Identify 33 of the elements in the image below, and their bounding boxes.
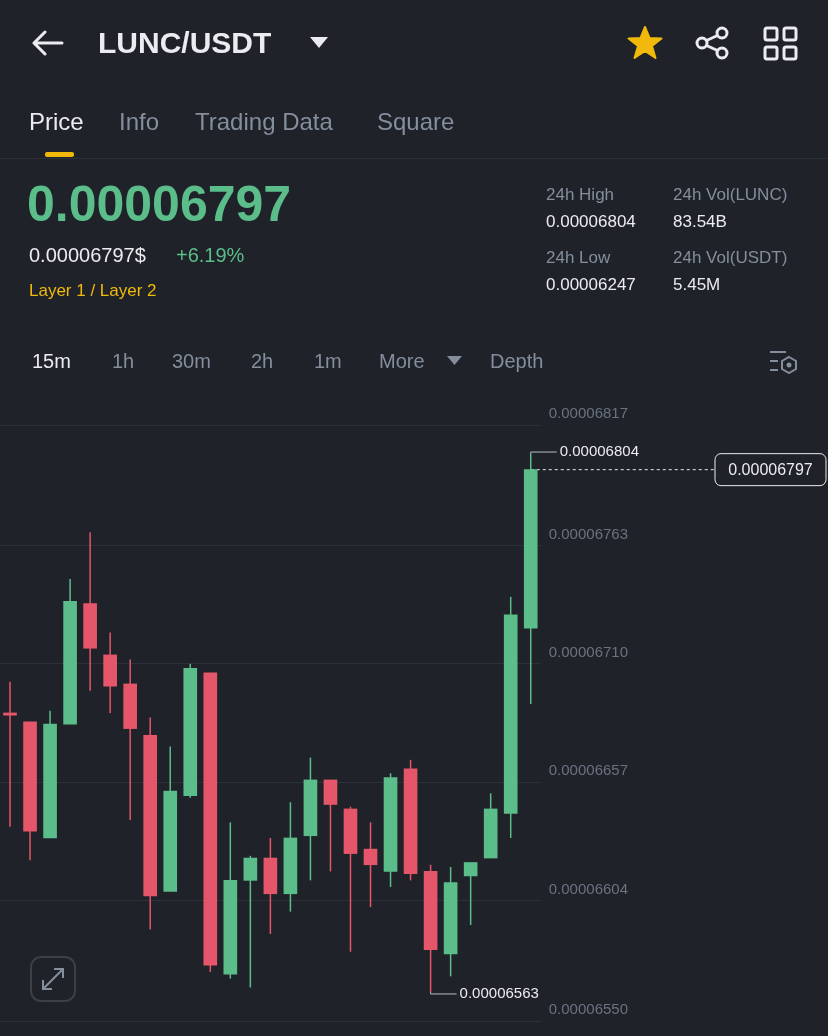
text: Price bbox=[29, 108, 84, 136]
y-tick-label: 0.00006710 bbox=[548, 642, 628, 660]
text: 24h Vol(LUNC) bbox=[673, 185, 788, 205]
text: 5.45M bbox=[673, 275, 721, 295]
text: 30m bbox=[172, 349, 211, 373]
text: 83.54B bbox=[673, 212, 727, 232]
text: Square bbox=[377, 108, 455, 136]
chart-title: LUNC/USDT bbox=[98, 25, 272, 61]
text: Info bbox=[119, 108, 160, 136]
text: 24h High bbox=[546, 185, 615, 205]
ref-line-label: 0.00006797 bbox=[728, 461, 813, 479]
text: 1m bbox=[314, 349, 342, 373]
y-tick-label: 0.00006657 bbox=[548, 761, 628, 779]
text: More bbox=[379, 349, 425, 373]
text: Depth bbox=[490, 349, 544, 373]
text: Layer 1 / Layer 2 bbox=[29, 281, 157, 301]
chart-subtitle: 0.00006797 bbox=[27, 176, 292, 234]
text: 2h bbox=[251, 349, 274, 373]
text: 0.00006804 bbox=[559, 442, 639, 460]
annotation: 0.00006563 bbox=[459, 984, 539, 1002]
text: 15m bbox=[32, 349, 71, 373]
text: 0.00006804 bbox=[546, 212, 636, 232]
text: Trading Data bbox=[195, 108, 333, 136]
y-tick-label: 0.00006763 bbox=[548, 524, 628, 542]
y-tick-label: 0.00006550 bbox=[548, 1000, 628, 1018]
text: 0.00006797$ bbox=[29, 243, 146, 267]
y-tick-label: 0.00006604 bbox=[548, 879, 628, 897]
text: 0.00006247 bbox=[546, 275, 636, 295]
text: 1h bbox=[112, 349, 135, 373]
text: +6.19% bbox=[176, 243, 245, 267]
y-tick-label: 0.00006817 bbox=[548, 404, 628, 422]
text: 24h Vol(USDT) bbox=[673, 248, 788, 268]
text: 24h Low bbox=[546, 248, 611, 268]
